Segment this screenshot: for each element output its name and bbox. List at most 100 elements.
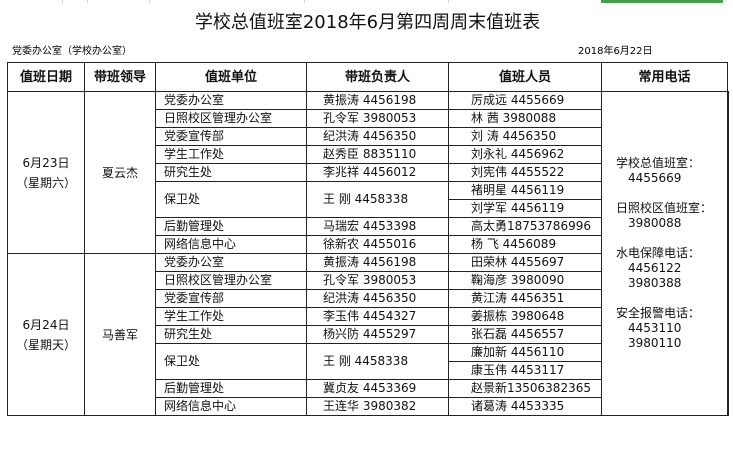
phone-number: 4453110 (628, 321, 682, 335)
unit-cell: 保卫处 (155, 181, 307, 218)
staff-cell: 姜振栋 3980648 (448, 307, 602, 326)
duty-leader: 夏云杰 (84, 91, 156, 254)
staff-cell: 鞠海彦 3980090 (448, 271, 602, 290)
staff-cell: 康玉伟 4453117 (448, 361, 602, 380)
selected-cell-indicator (601, 0, 723, 3)
staff-cell: 刘永礼 4456962 (448, 145, 602, 164)
unit-cell: 学生工作处 (155, 145, 307, 164)
unit-cell: 党委办公室 (155, 253, 307, 272)
staff-cell: 赵景新13506382365 (448, 379, 602, 398)
staff-cell: 刘宪伟 4455522 (448, 163, 602, 182)
common-phones: 学校总值班室： 4455669 日照校区值班室： 3980088 水电保障电话： 4456… (601, 91, 729, 416)
responsible-cell: 黄振涛 4456198 (306, 91, 449, 110)
responsible-cell: 王 刚 4458338 (306, 181, 449, 218)
responsible-cell: 冀贞友 4453369 (306, 379, 449, 398)
date-text: 6月23日 (22, 155, 70, 170)
page-title: 学校总值班室2018年6月第四周周末值班表 (194, 12, 541, 33)
unit-cell: 党委宣传部 (155, 289, 307, 308)
responsible-cell: 王连华 3980382 (306, 397, 449, 416)
table-row: 保卫处王 刚 4458338 褚明星 4456119 (8, 181, 728, 218)
staff-cell: 刘学军 4456119 (448, 199, 602, 218)
phone-number: 3980088 (628, 216, 682, 230)
staff-cell: 褚明星 4456119 (448, 181, 602, 200)
responsible-cell: 纪洪涛 4456350 (306, 289, 449, 308)
unit-cell: 党委宣传部 (155, 127, 307, 146)
unit-cell: 研究生处 (155, 325, 307, 344)
unit-cell: 研究生处 (155, 163, 307, 182)
table-row: 网络信息中心 王连华 3980382 诸葛涛 4453335 (8, 397, 728, 416)
staff-cell: 张石磊 4456557 (448, 325, 602, 344)
weekday-text: （星期天） (15, 337, 76, 352)
gridline (304, 0, 305, 3)
header-phones: 常用电话 (601, 62, 728, 92)
unit-cell: 党委办公室 (155, 91, 307, 110)
phone-label: 水电保障电话： (616, 246, 701, 260)
duty-leader: 马善军 (84, 253, 156, 416)
responsible-cell: 赵秀臣 8835110 (306, 145, 449, 164)
phone-number: 3980388 (628, 276, 682, 290)
unit-cell: 后勤管理处 (155, 217, 307, 236)
unit-cell: 日照校区管理办公室 (155, 109, 307, 128)
table-row: 研究生处 李兆祥 4456012 刘宪伟 4455522 (8, 163, 728, 182)
phone-number: 4456122 (628, 261, 682, 275)
phone-label: 日照校区值班室： (616, 201, 713, 215)
staff-cell: 廉加新 4456110 (448, 343, 602, 362)
staff-cell: 杨 飞 4456089 (448, 235, 602, 254)
table-row: 保卫处王 刚 4458338 廉加新 4456110 (8, 343, 728, 380)
table-row: 研究生处 杨兴防 4455297 张石磊 4456557 (8, 325, 728, 344)
staff-cell: 林 茜 3980088 (448, 109, 602, 128)
staff-cell: 刘 涛 4456350 (448, 127, 602, 146)
table-row: 刘学军 4456119 (8, 199, 728, 218)
header-responsible: 带班负责人 (306, 62, 449, 92)
department-label: 党委办公室（学校办公室） (12, 46, 132, 57)
responsible-cell: 王 刚 4458338 (306, 343, 449, 380)
unit-cell: 网络信息中心 (155, 235, 307, 254)
duty-table: 值班日期 带班领导 值班单位 带班负责人 值班人员 常用电话 6月23日 （星期六… (7, 62, 729, 416)
phone-number: 4455669 (628, 171, 682, 185)
staff-cell: 黄江涛 4456351 (448, 289, 602, 308)
header-leader: 带班领导 (84, 62, 156, 92)
spacer (616, 291, 726, 306)
gridline (62, 0, 63, 3)
responsible-cell: 马瑞宏 4453398 (306, 217, 449, 236)
header-staff: 值班人员 (448, 62, 602, 92)
table-row: 6月24日 （星期天） 马善军 党委办公室 黄振涛 4456198 田荣林 4455697 (7, 253, 728, 416)
duty-date: 6月23日 （星期六） (7, 91, 85, 254)
gridline (149, 0, 150, 3)
responsible-cell: 徐新农 4455016 (306, 235, 449, 254)
gridline (448, 0, 449, 3)
gridline (87, 0, 88, 3)
unit-cell: 后勤管理处 (155, 379, 307, 398)
unit-cell: 网络信息中心 (155, 397, 307, 416)
spacer (616, 186, 726, 201)
responsible-cell: 黄振涛 4456198 (306, 253, 449, 272)
duty-date: 6月24日 （星期天） (7, 253, 85, 416)
issue-date: 2018年6月22日 (578, 46, 653, 57)
responsible-cell: 孔令军 3980053 (306, 271, 449, 290)
spacer (616, 231, 726, 246)
staff-cell: 诸葛涛 4453335 (448, 397, 602, 416)
responsible-cell: 纪洪涛 4456350 (306, 127, 449, 146)
responsible-cell: 李兆祥 4456012 (306, 163, 449, 182)
table-row: 学生工作处 李玉伟 4454327 姜振栋 3980648 (8, 307, 728, 326)
phone-label: 学校总值班室： (616, 156, 701, 170)
phone-label: 安全报警电话： (616, 306, 701, 320)
header-unit: 值班单位 (155, 62, 307, 92)
unit-cell: 日照校区管理办公室 (155, 271, 307, 290)
date-text: 6月24日 (22, 317, 70, 332)
header-row: 值班日期 带班领导 值班单位 带班负责人 值班人员 常用电话 (7, 62, 728, 92)
responsible-cell: 孔令军 3980053 (306, 109, 449, 128)
staff-cell: 田荣林 4455697 (448, 253, 602, 272)
responsible-cell: 李玉伟 4454327 (306, 307, 449, 326)
staff-cell: 厉成远 4455669 (448, 91, 602, 110)
table-row: 党委宣传部 纪洪涛 4456350 刘 涛 4456350 (8, 127, 728, 146)
responsible-cell: 杨兴防 4455297 (306, 325, 449, 344)
phone-number: 3980110 (628, 336, 682, 350)
table-row: 6月23日 （星期六） 夏云杰 党委办公室 黄振涛 4456198 厉成远 4455669… (7, 91, 729, 416)
weekday-text: （星期六） (15, 175, 76, 190)
unit-cell: 保卫处 (155, 343, 307, 380)
unit-cell: 学生工作处 (155, 307, 307, 326)
table-row: 网络信息中心 徐新农 4455016 杨 飞 4456089 (8, 235, 728, 254)
header-date: 值班日期 (7, 62, 85, 92)
